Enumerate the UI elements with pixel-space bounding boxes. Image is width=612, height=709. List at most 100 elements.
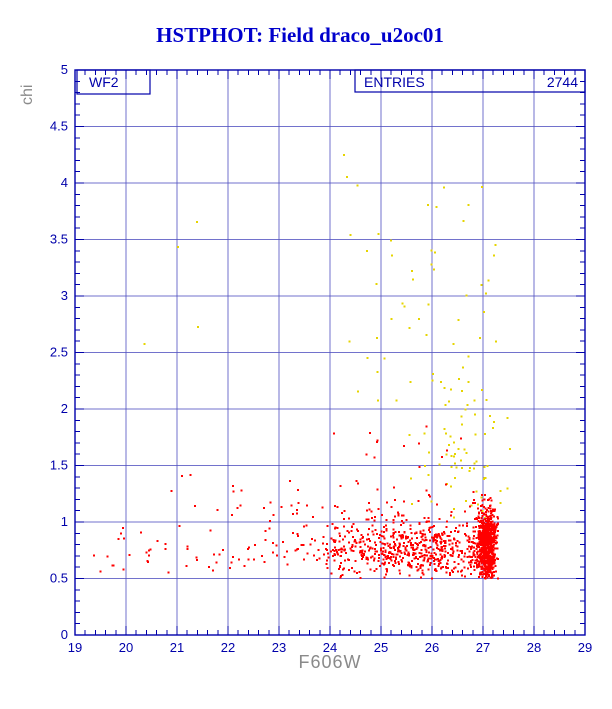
data-point <box>490 525 493 528</box>
data-point <box>352 522 355 525</box>
data-point <box>468 470 471 473</box>
data-point <box>357 529 360 532</box>
data-point <box>423 539 426 542</box>
data-point <box>444 545 447 547</box>
x-axis-label: F606W <box>298 652 361 672</box>
data-point <box>465 452 468 455</box>
data-point <box>456 545 459 548</box>
data-point <box>487 498 490 501</box>
data-point <box>492 545 495 548</box>
data-point <box>375 283 378 285</box>
data-point <box>454 477 457 479</box>
data-point <box>444 550 447 553</box>
data-point <box>488 518 491 521</box>
data-point <box>336 552 339 555</box>
data-point <box>433 524 436 527</box>
data-point <box>436 503 439 506</box>
data-point <box>494 539 497 542</box>
data-point <box>359 538 362 541</box>
data-point <box>478 564 481 567</box>
data-point <box>432 538 435 541</box>
data-point <box>164 547 167 550</box>
data-point <box>332 539 335 541</box>
data-point <box>487 540 490 543</box>
data-point <box>467 545 470 548</box>
data-point <box>444 547 447 550</box>
data-point <box>454 462 457 465</box>
data-point <box>453 538 456 541</box>
data-point <box>464 500 467 503</box>
data-point <box>454 530 457 533</box>
data-point <box>403 305 406 308</box>
data-point <box>429 546 432 549</box>
data-point <box>430 536 433 539</box>
data-point <box>440 538 443 541</box>
data-point <box>185 564 188 567</box>
data-point <box>429 555 432 557</box>
data-point <box>453 560 456 563</box>
data-point <box>418 522 421 525</box>
data-point <box>331 523 334 526</box>
data-point <box>387 561 390 564</box>
data-point <box>478 565 481 568</box>
data-point <box>376 488 379 491</box>
data-point <box>449 574 451 576</box>
data-point <box>472 552 475 555</box>
data-point <box>490 541 493 544</box>
data-point <box>392 540 395 543</box>
data-point <box>148 554 151 557</box>
axis-ticks <box>74 69 586 636</box>
data-point <box>367 518 370 521</box>
data-point <box>362 540 365 543</box>
data-point <box>373 570 376 573</box>
data-point <box>492 531 495 534</box>
data-point <box>488 568 491 571</box>
data-point <box>268 527 271 530</box>
data-point <box>358 570 361 573</box>
data-point <box>481 565 484 568</box>
data-point <box>441 532 444 535</box>
data-point <box>475 551 478 554</box>
data-point <box>493 533 496 535</box>
data-point <box>480 520 482 522</box>
data-point <box>488 531 491 534</box>
data-point <box>430 263 433 266</box>
data-point <box>459 570 462 573</box>
data-point <box>458 378 460 380</box>
data-point <box>403 551 406 554</box>
data-point <box>387 555 390 557</box>
data-point <box>402 500 405 503</box>
data-point <box>439 381 442 384</box>
tick-labels: 19 20 21 22 23 24 25 26 27 28 29 0 0.5 1 1.5 2 2.5 3 3.5 4 4… <box>50 62 592 655</box>
data-point <box>434 534 437 536</box>
data-point <box>470 565 472 568</box>
data-point <box>488 564 491 567</box>
data-point <box>463 448 466 451</box>
data-point <box>394 548 396 551</box>
data-point <box>486 540 489 543</box>
data-point <box>395 553 398 556</box>
y-tick-label: 3 <box>61 288 68 303</box>
data-point <box>374 543 377 546</box>
data-point <box>429 539 432 542</box>
data-point <box>481 186 484 189</box>
data-point <box>478 562 480 565</box>
data-point <box>433 268 435 271</box>
data-point <box>282 540 284 543</box>
data-point <box>430 577 433 580</box>
data-point <box>416 562 419 565</box>
data-point <box>384 551 387 554</box>
data-point <box>383 576 386 579</box>
data-point <box>469 563 472 566</box>
data-point <box>247 546 250 549</box>
data-point <box>377 554 380 557</box>
data-point <box>355 572 358 575</box>
data-point <box>374 553 377 556</box>
data-point <box>321 506 324 509</box>
data-point <box>120 532 123 535</box>
data-point <box>492 515 495 518</box>
detector-label-box <box>76 69 151 95</box>
data-point <box>303 525 306 528</box>
data-point <box>341 548 344 551</box>
